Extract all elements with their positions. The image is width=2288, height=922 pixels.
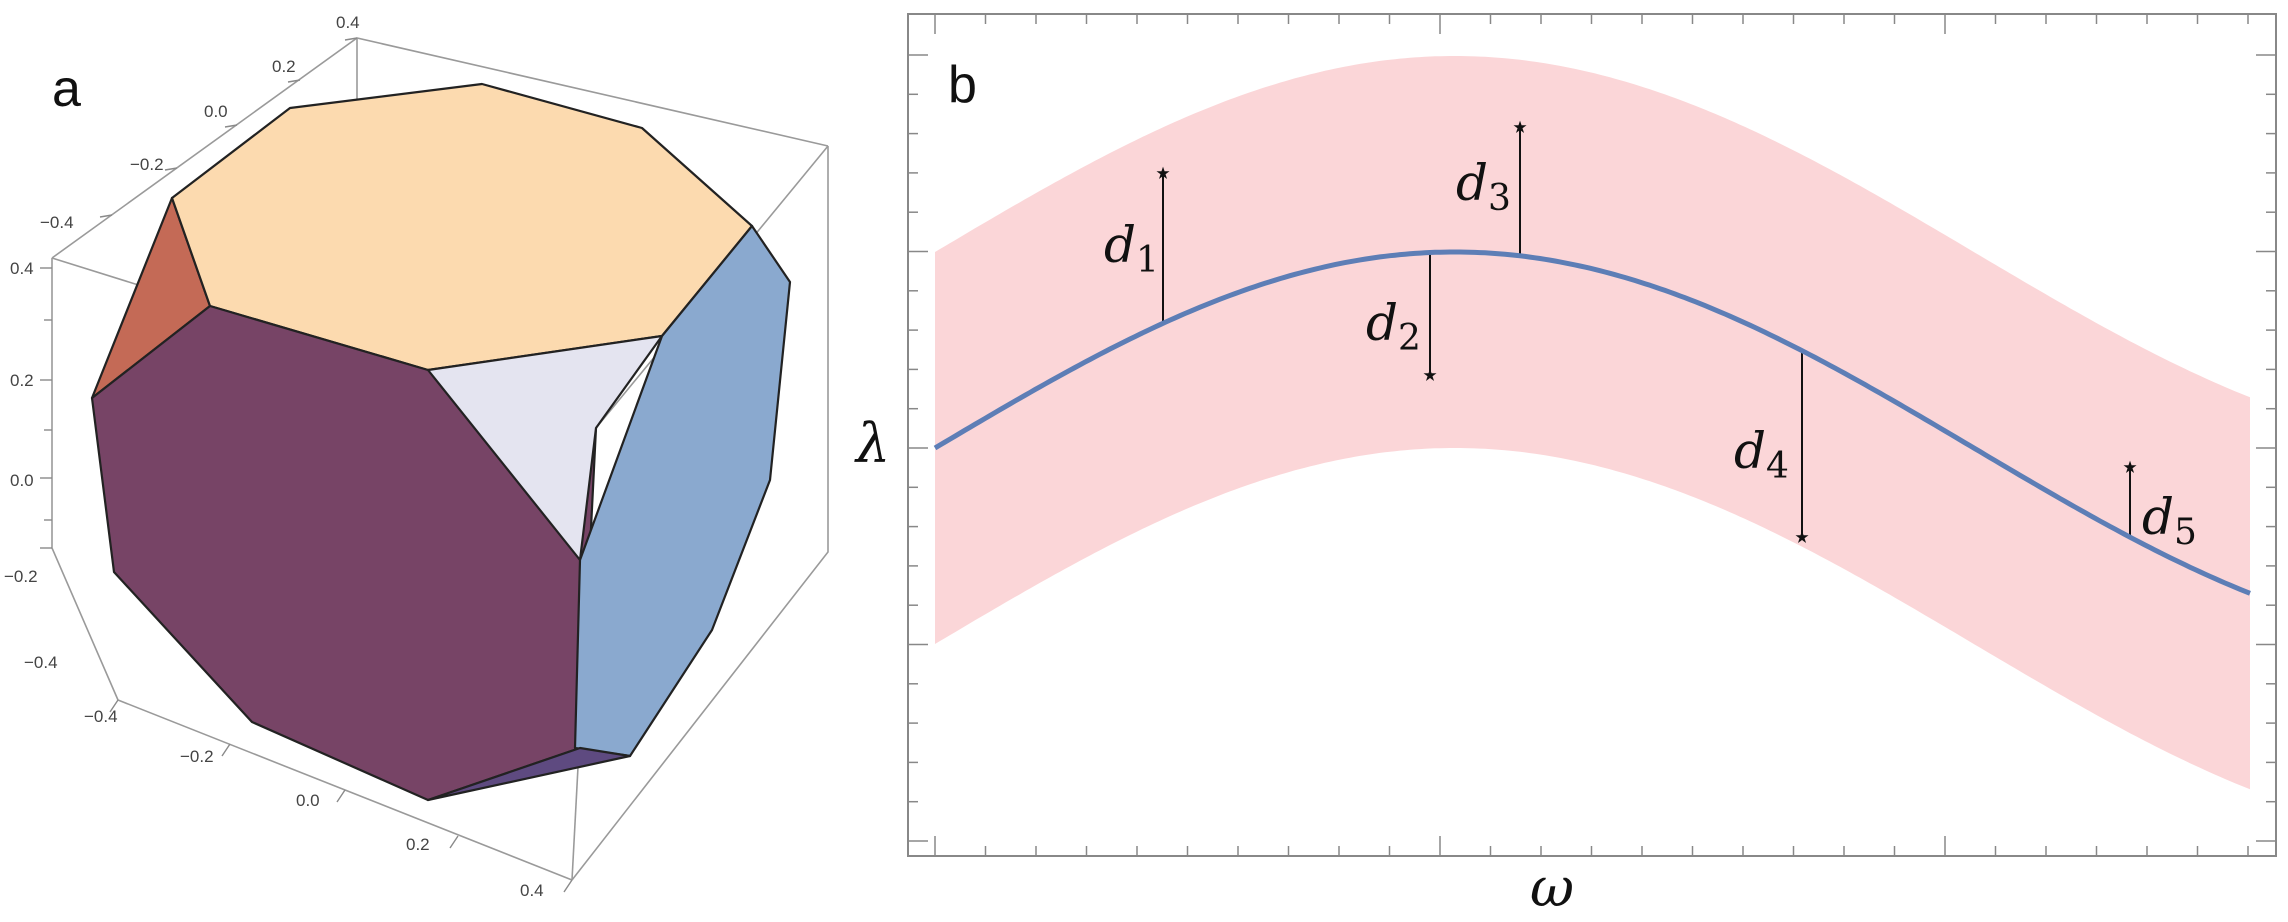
tick-marks-a	[40, 37, 573, 893]
data-point-4: ⋆	[1791, 517, 1812, 557]
tick-marks-b	[908, 14, 2276, 856]
tick-label: −0.2	[130, 155, 164, 174]
data-point-5: ⋆	[2119, 447, 2140, 487]
tick-label: 0.0	[204, 102, 228, 121]
tick-label: −0.2	[180, 747, 214, 766]
panel-a: a	[4, 13, 829, 900]
deviation-lines: ⋆ ⋆ ⋆ ⋆ ⋆	[1152, 107, 2140, 557]
deviation-labels: d1 d2 d3 d4 d5	[1104, 154, 2197, 553]
tick-label: 0.0	[296, 791, 320, 810]
face-corner-inner	[426, 334, 664, 562]
face-right	[573, 224, 792, 758]
x-axis-label: ω	[1530, 856, 1574, 919]
tick-label: −0.4	[40, 213, 74, 232]
panel-b: ⋆ ⋆ ⋆ ⋆ ⋆ b λ ω d1 d2 d3 d4 d5	[854, 13, 2277, 919]
face-corner-bottom	[426, 746, 632, 802]
polyhedron	[90, 82, 792, 802]
tick-label: 0.4	[10, 259, 34, 278]
tick-label: −0.4	[24, 653, 58, 672]
data-point-3: ⋆	[1509, 107, 1530, 147]
data-point-2: ⋆	[1419, 355, 1440, 395]
confidence-band	[935, 56, 2250, 790]
panel-b-label: b	[948, 56, 977, 114]
deviation-label-4: d4	[1734, 422, 1789, 487]
tick-label: 0.2	[272, 57, 296, 76]
fitted-curve	[933, 249, 2251, 596]
y-axis-label: λ	[854, 412, 890, 475]
deviation-label-5: d5	[2142, 488, 2197, 553]
deviation-label-1: d1	[1104, 216, 1159, 281]
tick-label: 0.2	[10, 371, 34, 390]
tick-labels-a: 0.4 0.2 0.0 −0.2 −0.4 0.4 0.2 0.0 −0.2 −…	[4, 13, 544, 900]
tick-label: 0.0	[10, 471, 34, 490]
tick-label: 0.4	[520, 881, 544, 900]
deviation-label-3: d3	[1456, 154, 1511, 219]
tick-label: −0.2	[4, 567, 38, 586]
deviation-label-2: d2	[1366, 294, 1421, 359]
tick-label: 0.2	[406, 835, 430, 854]
tick-label: −0.4	[84, 707, 118, 726]
tick-label: 0.4	[336, 13, 360, 32]
panel-a-label: a	[52, 60, 81, 118]
data-point-1: ⋆	[1152, 153, 1173, 193]
